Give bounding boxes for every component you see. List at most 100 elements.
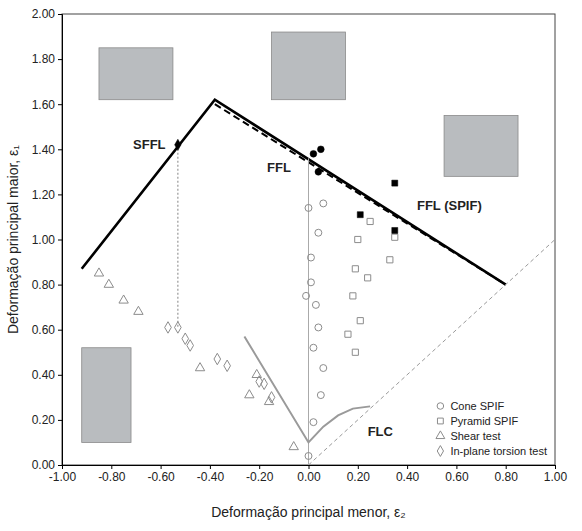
point bbox=[315, 168, 322, 175]
point bbox=[352, 349, 358, 355]
point bbox=[352, 266, 358, 272]
y-tick-mark bbox=[58, 104, 62, 105]
point bbox=[305, 453, 312, 460]
x-tick: 1.00 bbox=[544, 465, 568, 484]
annotation: SFFL bbox=[133, 137, 166, 152]
point bbox=[134, 306, 143, 314]
x-tick-label: 0.00 bbox=[297, 470, 321, 484]
point bbox=[315, 229, 322, 236]
point bbox=[307, 279, 314, 286]
point bbox=[317, 392, 324, 399]
legend-marker bbox=[437, 403, 444, 410]
x-tick-label: 0.20 bbox=[347, 470, 371, 484]
x-tick-mark bbox=[210, 465, 211, 469]
point bbox=[357, 318, 363, 324]
legend-entry: In-plane torsion test bbox=[437, 445, 547, 457]
point bbox=[387, 257, 393, 263]
point bbox=[365, 275, 371, 281]
y-axis: 0.000.200.400.600.801.001.201.401.601.80… bbox=[32, 7, 63, 472]
x-tick: -0.80 bbox=[98, 465, 126, 484]
point bbox=[312, 301, 319, 308]
y-tick: 1.60 bbox=[32, 98, 62, 112]
photo-inset bbox=[99, 48, 173, 100]
legend-label: Cone SPIF bbox=[450, 400, 504, 412]
x-tick-label: 0.40 bbox=[396, 470, 420, 484]
y-tick-label: 0.60 bbox=[32, 323, 56, 337]
y-axis-line bbox=[58, 15, 63, 466]
x-tick: -0.20 bbox=[246, 465, 274, 484]
legend-entry: Shear test bbox=[436, 430, 501, 442]
point bbox=[320, 365, 327, 372]
legend-entry: Cone SPIF bbox=[437, 400, 504, 412]
legend-marker bbox=[437, 446, 443, 457]
line-series bbox=[82, 100, 506, 285]
y-tick-label: 0.80 bbox=[32, 278, 56, 292]
point bbox=[303, 292, 310, 299]
y-tick: 0.80 bbox=[32, 278, 62, 292]
photo-inset bbox=[82, 348, 131, 443]
point bbox=[350, 293, 356, 299]
point bbox=[264, 396, 273, 404]
point bbox=[289, 442, 298, 450]
y-tick-label: 0.20 bbox=[32, 413, 56, 427]
y-tick-mark bbox=[58, 420, 62, 421]
point bbox=[357, 212, 363, 218]
y-tick-label: 1.60 bbox=[32, 98, 56, 112]
annotation: FLC bbox=[368, 424, 394, 439]
point bbox=[315, 324, 322, 331]
y-tick-mark bbox=[58, 285, 62, 286]
point bbox=[320, 200, 327, 207]
point bbox=[307, 254, 314, 261]
point bbox=[367, 218, 373, 224]
plot-frame bbox=[62, 14, 555, 465]
y-tick: 1.80 bbox=[32, 52, 62, 66]
x-tick-mark bbox=[407, 465, 408, 469]
legend-marker bbox=[436, 431, 445, 439]
y-tick: 0.60 bbox=[32, 323, 62, 337]
x-tick: 0.60 bbox=[445, 465, 469, 484]
y-axis-title: Deformação principal maior, ε₁ bbox=[5, 145, 21, 334]
y-tick-mark bbox=[58, 240, 62, 241]
x-tick-label: 0.60 bbox=[445, 470, 469, 484]
x-axis-line bbox=[63, 466, 556, 470]
point bbox=[345, 331, 351, 337]
x-axis-title: Deformação principal menor, ε₂ bbox=[211, 504, 406, 520]
point bbox=[310, 344, 317, 351]
line-series bbox=[177, 145, 178, 328]
point bbox=[195, 363, 204, 371]
y-tick-label: 1.20 bbox=[32, 188, 56, 202]
point bbox=[187, 340, 194, 351]
x-tick-mark bbox=[456, 465, 457, 469]
y-tick-mark bbox=[58, 330, 62, 331]
y-tick-mark bbox=[58, 375, 62, 376]
point bbox=[214, 353, 221, 364]
y-tick: 0.00 bbox=[32, 458, 62, 472]
legend-label: Pyramid SPIF bbox=[450, 415, 518, 427]
point bbox=[175, 322, 182, 333]
x-tick-mark bbox=[358, 465, 359, 469]
x-tick-mark bbox=[309, 465, 310, 469]
point bbox=[94, 268, 103, 276]
point bbox=[392, 180, 398, 186]
legend-label: Shear test bbox=[450, 430, 500, 442]
y-tick: 1.00 bbox=[32, 233, 62, 247]
x-tick: -0.40 bbox=[197, 465, 225, 484]
chart: -1.00-0.80-0.60-0.40-0.200.000.200.400.6… bbox=[0, 0, 582, 531]
x-tick: 0.80 bbox=[495, 465, 519, 484]
legend: Cone SPIF Pyramid SPIF Shear test In-plane … bbox=[436, 400, 547, 457]
y-tick-mark bbox=[58, 14, 62, 15]
y-tick-mark bbox=[58, 149, 62, 150]
x-tick-mark bbox=[555, 465, 556, 469]
point bbox=[175, 139, 181, 150]
y-tick-label: 2.00 bbox=[32, 7, 56, 21]
y-tick: 0.40 bbox=[32, 368, 62, 382]
photo-inset bbox=[444, 115, 518, 176]
legend-entry: Pyramid SPIF bbox=[437, 415, 518, 427]
plot-marks bbox=[82, 100, 555, 465]
x-tick-label: -0.40 bbox=[197, 470, 225, 484]
point bbox=[104, 279, 113, 287]
point bbox=[268, 392, 275, 403]
point bbox=[245, 390, 254, 398]
x-tick: 0.20 bbox=[347, 465, 371, 484]
x-tick-mark bbox=[161, 465, 162, 469]
